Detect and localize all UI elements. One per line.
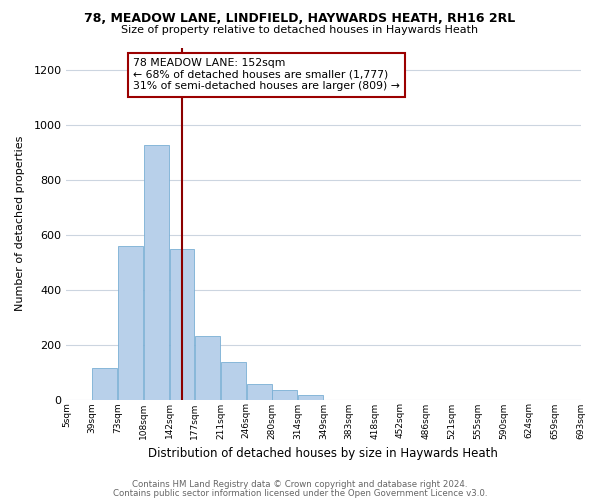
Bar <box>195 336 220 400</box>
Text: 78, MEADOW LANE, LINDFIELD, HAYWARDS HEATH, RH16 2RL: 78, MEADOW LANE, LINDFIELD, HAYWARDS HEA… <box>85 12 515 26</box>
Bar <box>92 368 118 400</box>
X-axis label: Distribution of detached houses by size in Haywards Heath: Distribution of detached houses by size … <box>148 447 499 460</box>
Text: Contains HM Land Registry data © Crown copyright and database right 2024.: Contains HM Land Registry data © Crown c… <box>132 480 468 489</box>
Text: 78 MEADOW LANE: 152sqm
← 68% of detached houses are smaller (1,777)
31% of semi-: 78 MEADOW LANE: 152sqm ← 68% of detached… <box>133 58 400 92</box>
Bar <box>170 249 194 400</box>
Bar <box>247 384 272 400</box>
Bar <box>221 362 246 400</box>
Bar <box>272 390 298 400</box>
Bar <box>118 246 143 400</box>
Bar <box>298 394 323 400</box>
Text: Contains public sector information licensed under the Open Government Licence v3: Contains public sector information licen… <box>113 488 487 498</box>
Bar <box>144 145 169 400</box>
Text: Size of property relative to detached houses in Haywards Heath: Size of property relative to detached ho… <box>121 25 479 35</box>
Y-axis label: Number of detached properties: Number of detached properties <box>15 136 25 311</box>
